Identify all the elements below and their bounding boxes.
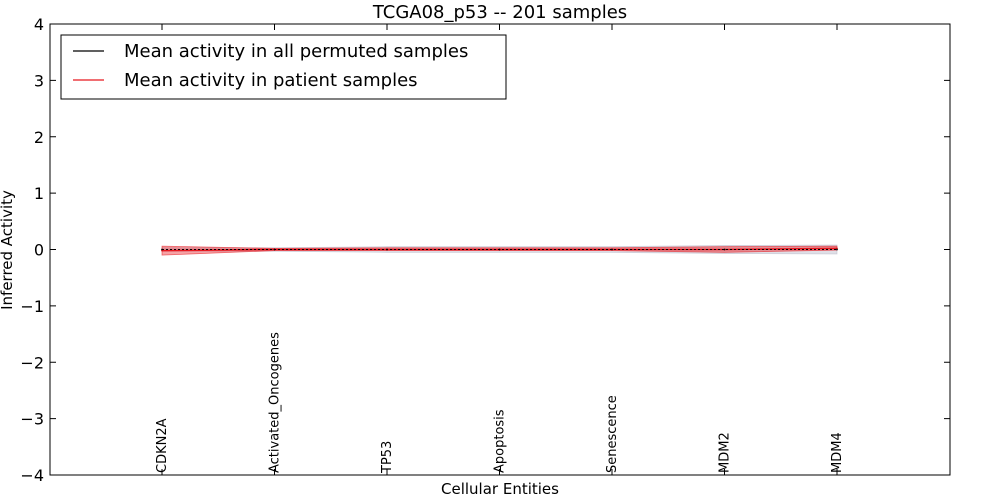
y-axis-title: Inferred Activity [0, 190, 16, 310]
point-permuted [273, 248, 276, 251]
category-label: CDKN2A [155, 418, 170, 473]
y-tick-label: −4 [20, 466, 44, 485]
series-lines [161, 247, 838, 252]
y-tick-label: −1 [20, 297, 44, 316]
legend-label-permuted: Mean activity in all permuted samples [124, 41, 468, 62]
x-axis-title: Cellular Entities [441, 480, 559, 498]
category-label: TP53 [380, 441, 395, 474]
legend: Mean activity in all permuted samples Me… [60, 34, 507, 100]
category-label: MDM4 [830, 432, 845, 473]
y-tick-label: −2 [20, 353, 44, 372]
x-axis-ticks [161, 24, 838, 475]
legend-box [60, 34, 507, 100]
y-tick-label: 2 [34, 128, 44, 147]
category-label: Apoptosis [493, 409, 508, 473]
category-label: MDM2 [718, 432, 733, 473]
point-permuted [498, 248, 501, 251]
category-label: Activated_Oncogenes [268, 332, 283, 473]
y-tick-label: 0 [34, 241, 44, 260]
point-permuted [386, 248, 388, 251]
y-tick-label: −3 [20, 410, 44, 429]
y-tick-label: 1 [34, 184, 44, 203]
y-tick-label: 4 [34, 15, 44, 34]
chart-title: TCGA08_p53 -- 201 samples [372, 2, 627, 23]
point-permuted [611, 248, 613, 251]
point-permuted [161, 248, 163, 251]
y-axis-ticks: 4 3 2 1 0 −1 −2 −3 −4 [20, 15, 950, 485]
category-label: Senescence [605, 395, 620, 473]
point-permuted [836, 248, 838, 251]
y-tick-label: 3 [34, 71, 44, 90]
point-permuted [723, 248, 726, 251]
category-labels: CDKN2A Activated_Oncogenes TP53 Apoptosis Se… [155, 332, 845, 474]
legend-label-patient: Mean activity in patient samples [124, 70, 418, 91]
